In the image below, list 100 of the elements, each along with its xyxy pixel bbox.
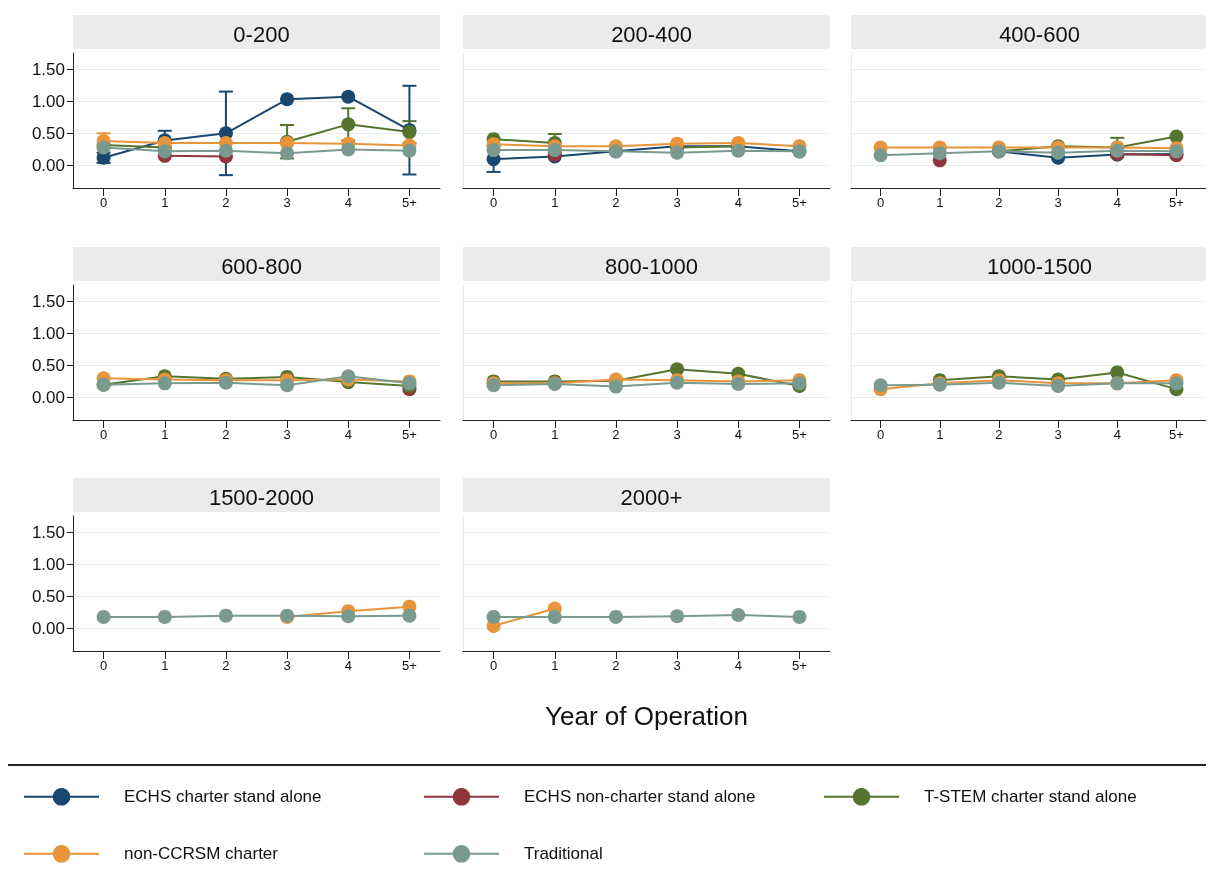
y-tick-label: 0.50 (31, 355, 65, 375)
point (341, 117, 356, 132)
x-tick-label: 3 (1054, 427, 1062, 442)
point (157, 376, 172, 391)
x-tick-label: 1 (936, 427, 944, 442)
y-tick-label: 1.50 (31, 59, 65, 79)
x-tick-label: 3 (283, 427, 291, 442)
chart-title: 1000-1500 (986, 253, 1093, 279)
point (96, 609, 111, 624)
x-tick-label: 2 (612, 195, 620, 210)
point (486, 143, 501, 158)
x-tick-label: 1 (551, 427, 559, 442)
point (608, 609, 623, 624)
point (792, 609, 807, 624)
chart-title: 600-800 (221, 253, 302, 279)
x-tick-label: 2 (222, 195, 230, 210)
legend-label: T-STEM charter stand alone (924, 787, 1137, 807)
x-tick-label: 3 (1054, 195, 1062, 210)
point (218, 608, 233, 623)
x-tick-label: 4 (1113, 427, 1121, 442)
point (341, 609, 356, 624)
point (670, 609, 685, 624)
legend-label: ECHS non-charter stand alone (524, 787, 756, 807)
x-tick-label: 2 (995, 427, 1003, 442)
x-tick-label: 5+ (1169, 427, 1184, 442)
x-tick-label: 4 (1113, 195, 1121, 210)
point (280, 92, 295, 107)
x-tick-label: 4 (344, 195, 352, 210)
x-tick-label: 3 (673, 195, 681, 210)
point (280, 146, 295, 161)
point (218, 143, 233, 158)
x-tick-label: 3 (673, 427, 681, 442)
y-tick-label: 1.50 (31, 291, 65, 311)
point (341, 89, 356, 104)
chart-title: 800-1000 (605, 253, 698, 279)
point (1051, 145, 1066, 160)
point (280, 378, 295, 393)
x-tick-label: 4 (344, 427, 352, 442)
point (402, 608, 417, 623)
x-tick-label: 4 (734, 427, 742, 442)
x-tick-label: 2 (612, 427, 620, 442)
y-tick-label: 0.50 (31, 586, 65, 606)
y-tick-label: 1.00 (31, 554, 65, 574)
x-tick-label: 1 (161, 195, 169, 210)
y-tick-label: 1.00 (31, 323, 65, 343)
x-tick-label: 1 (161, 427, 169, 442)
x-tick-label: 0 (489, 427, 498, 442)
x-tick-label: 2 (612, 658, 620, 673)
x-tick-label: 0 (876, 195, 885, 210)
point (731, 143, 746, 158)
point (402, 143, 417, 158)
x-tick-label: 5+ (792, 658, 807, 673)
chart-title: 2000+ (620, 484, 683, 510)
x-tick-label: 2 (222, 658, 230, 673)
point (486, 609, 501, 624)
chart-title: 0-200 (233, 21, 290, 47)
x-tick-label: 0 (489, 195, 498, 210)
y-tick-label: 0.00 (31, 156, 65, 175)
x-tick-label: 1 (551, 658, 559, 673)
x-tick-label: 3 (283, 195, 291, 210)
chart-title: 200-400 (611, 21, 692, 47)
point (932, 146, 947, 161)
point (873, 148, 888, 163)
x-tick-label: 0 (876, 427, 885, 442)
x-axis-title: Year of Operation (545, 701, 748, 731)
legend-label: ECHS charter stand alone (124, 787, 322, 807)
x-tick-label: 5+ (402, 427, 417, 442)
point (157, 144, 172, 159)
x-tick-label: 5+ (792, 195, 807, 210)
point (157, 609, 172, 624)
x-tick-label: 0 (489, 658, 498, 673)
x-tick-label: 4 (344, 658, 352, 673)
point (341, 142, 356, 157)
y-tick-label: 0.50 (31, 123, 65, 143)
x-tick-label: 3 (673, 658, 681, 673)
point (731, 608, 746, 622)
x-tick-label: 0 (99, 195, 108, 210)
x-tick-label: 3 (283, 658, 291, 673)
legend-label: Traditional (524, 844, 603, 864)
x-tick-label: 1 (161, 658, 169, 673)
x-tick-label: 0 (99, 658, 108, 673)
x-tick-label: 1 (551, 195, 559, 210)
x-tick-label: 2 (222, 427, 230, 442)
x-tick-label: 4 (734, 658, 742, 673)
y-tick-label: 1.50 (31, 522, 65, 542)
x-tick-label: 5+ (1169, 195, 1184, 210)
point (547, 609, 562, 624)
x-tick-label: 5+ (402, 195, 417, 210)
point (547, 143, 562, 158)
chart-title: 400-600 (999, 21, 1080, 47)
point (608, 379, 623, 394)
point (670, 145, 685, 160)
y-tick-label: 1.00 (31, 91, 65, 111)
x-tick-label: 4 (734, 195, 742, 210)
x-tick-label: 2 (995, 195, 1003, 210)
x-tick-label: 1 (936, 195, 944, 210)
point (873, 378, 888, 393)
x-tick-label: 0 (99, 427, 108, 442)
x-tick-label: 5+ (792, 427, 807, 442)
legend-label: non-CCRSM charter (124, 844, 279, 864)
